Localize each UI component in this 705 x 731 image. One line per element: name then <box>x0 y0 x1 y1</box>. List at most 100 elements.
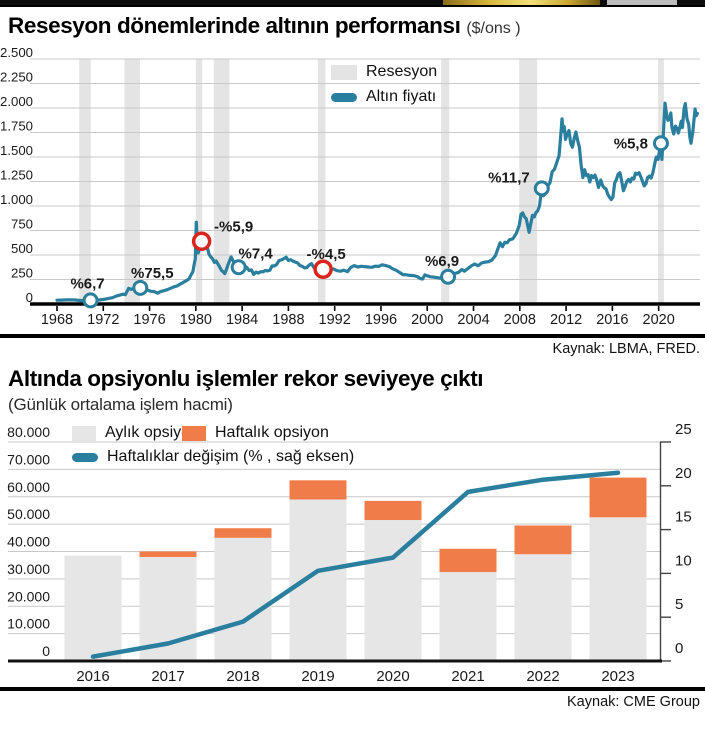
chart2-legend-monthly: Aylık opsiyon <box>72 424 199 442</box>
annotation-label: %6,7 <box>70 275 104 292</box>
photo-strip <box>0 0 705 7</box>
svg-text:2.000: 2.000 <box>0 94 33 109</box>
annotation-marker <box>230 259 247 276</box>
svg-text:80.000: 80.000 <box>7 424 50 440</box>
svg-text:250: 250 <box>11 266 33 281</box>
svg-text:2012: 2012 <box>550 312 582 328</box>
svg-text:1988: 1988 <box>272 312 304 328</box>
svg-text:2018: 2018 <box>226 668 259 685</box>
annotation-marker <box>533 180 550 197</box>
gold-legend-label: Altın fiyatı <box>366 88 437 105</box>
annotation-marker <box>191 231 212 252</box>
chart2-legend-weekly: Haftalık opsiyon <box>182 424 329 442</box>
monthly-option-bar <box>589 517 647 661</box>
chart1-title-text: Resesyon dönemlerinde altının performans… <box>8 13 461 38</box>
change-line-swatch <box>72 452 98 462</box>
monthly-option-label: Aylık opsiyon <box>105 424 199 441</box>
svg-text:60.000: 60.000 <box>7 479 50 495</box>
weekly-option-bar <box>214 528 272 538</box>
weekly-option-bar <box>439 548 497 573</box>
photo-edge-gray <box>607 0 677 5</box>
svg-text:1976: 1976 <box>133 312 165 328</box>
gold-bars-photo-edge <box>443 0 600 5</box>
svg-text:25: 25 <box>675 421 692 438</box>
chart1-source: Kaynak: LBMA, FRED. <box>552 341 700 357</box>
chart2-title: Altında opsiyonlu işlemler rekor seviyey… <box>8 366 484 391</box>
annotation-label: %11,7 <box>488 169 530 186</box>
monthly-option-bar <box>214 537 272 661</box>
separator-rule-1 <box>0 334 705 338</box>
monthly-option-bar <box>514 554 572 661</box>
annotation-marker <box>313 259 333 279</box>
svg-text:750: 750 <box>11 217 33 232</box>
monthly-option-bar <box>439 572 497 661</box>
annotation-marker <box>652 135 669 152</box>
recession-legend-label: Resesyon <box>366 63 438 80</box>
weekly-option-bar <box>364 500 422 521</box>
svg-text:1980: 1980 <box>180 312 212 328</box>
svg-text:2016: 2016 <box>596 312 628 328</box>
annotation-label: -%4,5 <box>307 246 346 263</box>
gold-line-swatch <box>331 92 357 102</box>
svg-text:30.000: 30.000 <box>7 561 50 577</box>
chart1-legend-gold: Altın fiyatı <box>331 88 436 106</box>
annotation-marker <box>82 292 99 309</box>
svg-text:1.250: 1.250 <box>0 168 33 183</box>
chart1-title: Resesyon dönemlerinde altının performans… <box>8 13 521 39</box>
svg-text:20: 20 <box>675 465 692 482</box>
options-volume-chart: 80.000 70.000 60.000 50.000 40.000 30.000 20.0… <box>7 421 692 685</box>
svg-text:2017: 2017 <box>151 668 184 685</box>
annotation-label: %6,9 <box>425 253 459 270</box>
svg-text:50.000: 50.000 <box>7 506 50 522</box>
svg-text:2016: 2016 <box>76 668 109 685</box>
chart1-legend-recession: Resesyon <box>331 63 437 81</box>
svg-text:2022: 2022 <box>526 668 559 685</box>
weekly-option-bar <box>139 551 197 557</box>
svg-text:1972: 1972 <box>87 312 119 328</box>
chart2-source: Kaynak: CME Group <box>567 694 700 710</box>
svg-text:2008: 2008 <box>504 312 536 328</box>
x-axis: 1968 1972 1976 1980 1984 1988 1992 1996 2000 2004… <box>41 306 675 328</box>
svg-text:1992: 1992 <box>319 312 351 328</box>
monthly-option-swatch <box>72 425 96 441</box>
svg-text:1968: 1968 <box>41 312 73 328</box>
monthly-option-bar <box>289 499 347 661</box>
separator-rule-2 <box>0 687 705 691</box>
svg-text:2.500: 2.500 <box>0 46 33 60</box>
bars <box>64 477 647 661</box>
svg-text:0: 0 <box>26 290 33 305</box>
annotation-label: %5,8 <box>614 135 648 152</box>
svg-text:0: 0 <box>675 640 683 657</box>
chart1-unit-label: ($/ons ) <box>466 20 521 37</box>
svg-text:1.750: 1.750 <box>0 119 33 134</box>
svg-text:1.000: 1.000 <box>0 192 33 207</box>
monthly-option-bar <box>64 555 122 661</box>
change-line-label: Haftalıklar değişim (% , sağ eksen) <box>107 448 355 465</box>
svg-text:1996: 1996 <box>365 312 397 328</box>
y-left-labels: 80.000 70.000 60.000 50.000 40.000 30.000 20.0… <box>7 424 50 659</box>
right-axis: 25 20 15 10 5 0 <box>659 421 692 662</box>
svg-text:2000: 2000 <box>411 312 443 328</box>
annotation-marker <box>440 268 457 285</box>
weekly-option-bar <box>589 477 647 518</box>
strip-border <box>0 5 705 7</box>
svg-text:5: 5 <box>675 596 683 613</box>
gold-performance-chart: 2.500 2.250 2.000 1.750 1.500 1.250 1.000 750 50… <box>0 46 700 328</box>
weekly-option-bar <box>289 480 347 500</box>
svg-text:2021: 2021 <box>451 668 484 685</box>
svg-text:10: 10 <box>675 552 692 569</box>
annotations: %6,7 %75,5 -%5,9 %7,4 -%4,5 %6,9 %11,7 %5,8 <box>70 135 669 309</box>
recession-swatch <box>331 64 357 80</box>
weekly-option-swatch <box>182 425 206 441</box>
annotation-marker <box>132 279 149 296</box>
x-labels: 2016 2017 2018 2019 2020 2021 2022 2023 <box>76 668 634 685</box>
svg-text:2020: 2020 <box>643 312 675 328</box>
svg-text:10.000: 10.000 <box>7 616 50 632</box>
weekly-change-line <box>90 470 621 659</box>
svg-text:2020: 2020 <box>376 668 409 685</box>
svg-text:2004: 2004 <box>457 312 489 328</box>
y-tick-labels: 2.500 2.250 2.000 1.750 1.500 1.250 1.000 750 50… <box>0 46 33 305</box>
svg-text:20.000: 20.000 <box>7 588 50 604</box>
svg-text:70.000: 70.000 <box>7 451 50 467</box>
annotation-label: %7,4 <box>239 245 274 262</box>
